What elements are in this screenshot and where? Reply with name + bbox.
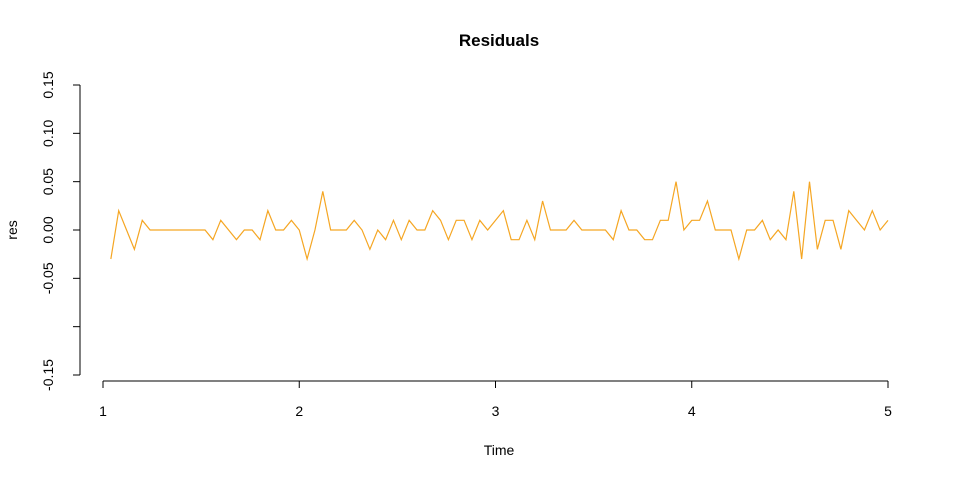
x-tick-label: 2 — [295, 403, 303, 419]
series-line — [110, 181, 889, 262]
y-tick-label: 0.10 — [40, 119, 56, 146]
y-tick-label: 0.15 — [40, 71, 56, 98]
x-tick-label: 1 — [99, 403, 107, 419]
x-tick-label: 3 — [492, 403, 500, 419]
x-tick-label: 5 — [884, 403, 892, 419]
chart-title: Residuals — [459, 31, 539, 50]
x-axis-label: Time — [484, 442, 515, 458]
x-tick-label: 4 — [688, 403, 696, 419]
y-tick-label: 0.05 — [40, 168, 56, 195]
y-tick-label: -0.15 — [40, 359, 56, 391]
y-axis-label: res — [4, 220, 20, 239]
y-tick-label: 0.00 — [40, 216, 56, 243]
axes: 1 2 3 4 5 -0.15 -0.05 0.00 0.05 0.10 0.15 — [40, 71, 892, 419]
y-tick-label: -0.05 — [40, 262, 56, 294]
series-layer — [110, 181, 889, 262]
